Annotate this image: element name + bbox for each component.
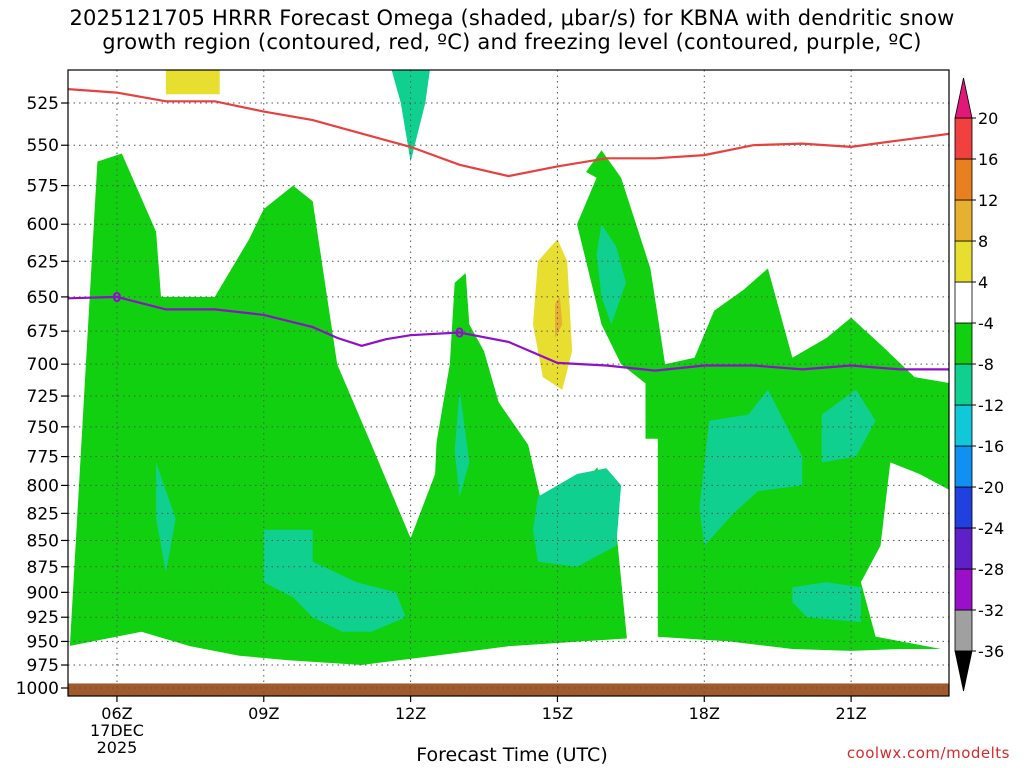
- y-tick-label: 675: [27, 322, 59, 342]
- y-tick-label: 950: [27, 632, 59, 652]
- pressure-axis: 525 550 575 600 625 650 675 700 725 750 775 800 825 8…: [16, 94, 68, 699]
- y-tick-label: 525: [27, 94, 59, 114]
- colorbar-label: 12: [978, 191, 998, 210]
- colorbar-low-triangle: [954, 650, 973, 692]
- freezing-level-line: [68, 295, 949, 372]
- colorbar-bin-5: [954, 404, 973, 447]
- chart-title-line2: growth region (contoured, red, ºC) and f…: [102, 30, 922, 54]
- x-axis-label: Forecast Time (UTC): [416, 744, 608, 766]
- y-tick-label: 725: [27, 387, 59, 407]
- ground-strip: [68, 683, 949, 696]
- omega-region-6: [533, 468, 622, 567]
- y-tick-label: 1000: [16, 679, 59, 699]
- omega-region-13: [533, 239, 573, 390]
- omega-region-8: [699, 389, 803, 546]
- omega-region-9: [821, 389, 876, 463]
- source-credit: coolwx.com/modelts: [846, 744, 1010, 762]
- colorbar-label: -8: [978, 355, 994, 374]
- colorbar-bin-12: [954, 117, 973, 160]
- freezing-level-label: 0: [455, 327, 464, 342]
- y-tick-label: 925: [27, 608, 59, 628]
- y-tick-label: 550: [27, 136, 59, 156]
- contour-lines: 00: [68, 88, 949, 372]
- omega-region-5: [454, 389, 470, 497]
- y-tick-label: 700: [27, 355, 59, 375]
- colorbar-bin-7: [954, 322, 973, 365]
- colorbar-label: 8: [978, 232, 988, 251]
- colorbar-label: -12: [978, 396, 1004, 415]
- y-tick-label: 825: [27, 504, 59, 524]
- y-tick-label: 625: [27, 252, 59, 272]
- x-tick-sublabel: 2025: [97, 738, 138, 757]
- omega-region-11: [391, 70, 430, 162]
- colorbar-label: -4: [978, 314, 994, 333]
- colorbar-bin-3: [954, 486, 973, 529]
- omega-shading: [68, 70, 949, 696]
- omega-region-2: [68, 631, 949, 688]
- y-tick-label: 750: [27, 418, 59, 438]
- colorbar-bin-11: [954, 158, 973, 201]
- colorbar-label: -28: [978, 560, 1004, 579]
- dendritic-growth-line: [68, 88, 949, 178]
- colorbar-label: 20: [978, 109, 998, 128]
- y-tick-label: 900: [27, 583, 59, 603]
- chart-title: 2025121705 HRRR Forecast Omega (shaded, …: [0, 6, 1024, 54]
- colorbar-bin-4: [954, 445, 973, 488]
- colorbar-high-triangle: [954, 77, 973, 119]
- colorbar-label: 16: [978, 150, 998, 169]
- colorbar-bin-6: [954, 363, 973, 406]
- colorbar-label: -24: [978, 519, 1004, 538]
- y-tick-label: 775: [27, 448, 59, 468]
- colorbar-label: -16: [978, 437, 1004, 456]
- colorbar-bin-8: [954, 281, 973, 324]
- omega-region-14: [555, 296, 563, 338]
- colorbar-bin-10: [954, 199, 973, 242]
- colorbar-label: -36: [978, 642, 1004, 661]
- colorbar-label: 4: [978, 273, 988, 292]
- colorbar-bin-2: [954, 527, 973, 570]
- x-tick-label: 18Z: [689, 704, 720, 723]
- omega-region-1: [289, 70, 658, 679]
- y-tick-label: 975: [27, 656, 59, 676]
- omega-region-7: [596, 224, 626, 325]
- y-tick-label: 850: [27, 531, 59, 551]
- x-tick-label: 06Z: [101, 704, 132, 723]
- omega-region-3: [263, 529, 406, 632]
- x-tick-sublabel: 17DEC: [90, 721, 144, 740]
- x-tick-label: 09Z: [248, 704, 279, 723]
- colorbar: 20 16 12 8 4 -4 -8 -12 -16 -20 -24 -28 -32 -36: [954, 77, 1004, 692]
- grid-lines: [68, 70, 949, 696]
- y-tick-label: 575: [27, 177, 59, 197]
- y-tick-label: 650: [27, 288, 59, 308]
- plot-frame: [67, 69, 950, 697]
- colorbar-label: -20: [978, 478, 1004, 497]
- y-tick-label: 800: [27, 476, 59, 496]
- x-tick-label: 21Z: [835, 704, 866, 723]
- x-tick-label: 12Z: [395, 704, 426, 723]
- y-tick-label: 875: [27, 558, 59, 578]
- colorbar-label: -32: [978, 601, 1004, 620]
- freezing-level-label: 0: [112, 291, 121, 306]
- chart-title-line1: 2025121705 HRRR Forecast Omega (shaded, …: [69, 6, 955, 30]
- colorbar-bin-0: [954, 609, 973, 652]
- y-tick-label: 600: [27, 215, 59, 235]
- omega-region-12: [165, 70, 220, 95]
- x-tick-label: 15Z: [542, 704, 573, 723]
- colorbar-bin-9: [954, 240, 973, 283]
- colorbar-bin-1: [954, 568, 973, 611]
- omega-region-4: [156, 462, 176, 572]
